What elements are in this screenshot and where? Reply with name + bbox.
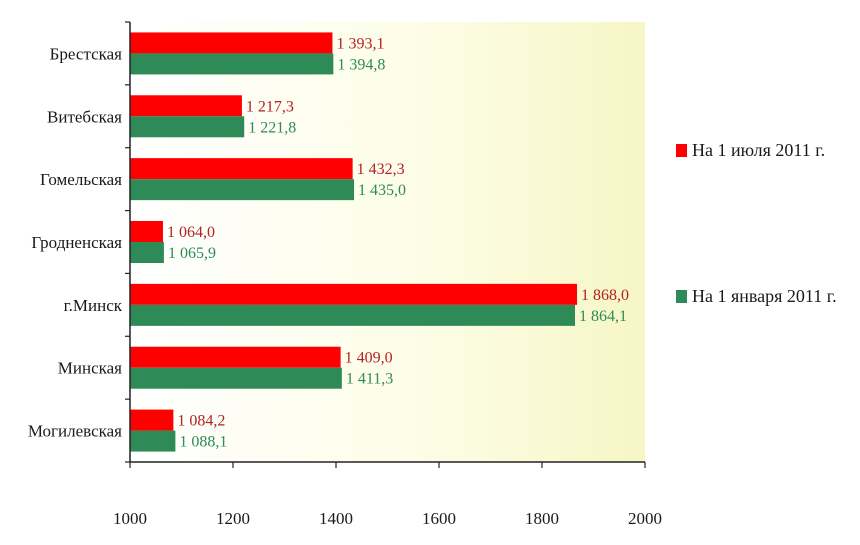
bar-july [130,346,341,368]
data-label: 1 868,0 [581,287,629,304]
data-label: 1 217,3 [246,98,294,115]
data-label: 1 221,8 [248,119,296,136]
data-label: 1 065,9 [168,245,216,262]
category-label: Витебская [47,107,122,126]
bar-january [130,304,576,326]
data-label: 1 084,2 [177,413,225,430]
data-label: 1 435,0 [358,182,406,199]
data-label: 1 393,1 [336,35,384,52]
bar-july [130,95,242,117]
x-tick-label: 2000 [628,509,662,528]
bar-january [130,53,334,75]
data-label: 1 409,0 [345,350,393,367]
data-label: 1 864,1 [579,308,627,325]
data-label: 1 411,3 [346,371,393,388]
category-label: Гомельская [40,170,122,189]
category-label: Гродненская [31,233,122,252]
category-label: Минская [58,359,122,378]
bar-july [130,409,174,431]
bar-january [130,367,342,389]
data-label: 1 432,3 [357,161,405,178]
bar-january [130,116,245,138]
plot-area [130,22,645,462]
bar-january [130,242,164,263]
bar-january [130,179,355,201]
x-tick-label: 1400 [319,509,353,528]
category-label: Могилевская [28,422,122,441]
legend-swatch [676,290,687,303]
data-label: 1 394,8 [337,56,385,73]
x-tick-label: 1800 [525,509,559,528]
bar-july [130,158,353,180]
data-label: 1 064,0 [167,224,215,241]
legend-label: На 1 июля 2011 г. [692,140,825,160]
bar-july [130,32,333,54]
x-tick-label: 1200 [216,509,250,528]
legend-swatch [676,144,687,157]
legend-label: На 1 января 2011 г. [692,286,837,306]
category-label: Брестская [50,44,123,63]
bar-july [130,283,578,305]
bar-july [130,221,163,242]
data-label: 1 088,1 [179,434,227,451]
x-tick-label: 1600 [422,509,456,528]
bar-january [130,430,176,452]
category-label: г.Минск [64,296,123,315]
x-tick-label: 1000 [113,509,147,528]
